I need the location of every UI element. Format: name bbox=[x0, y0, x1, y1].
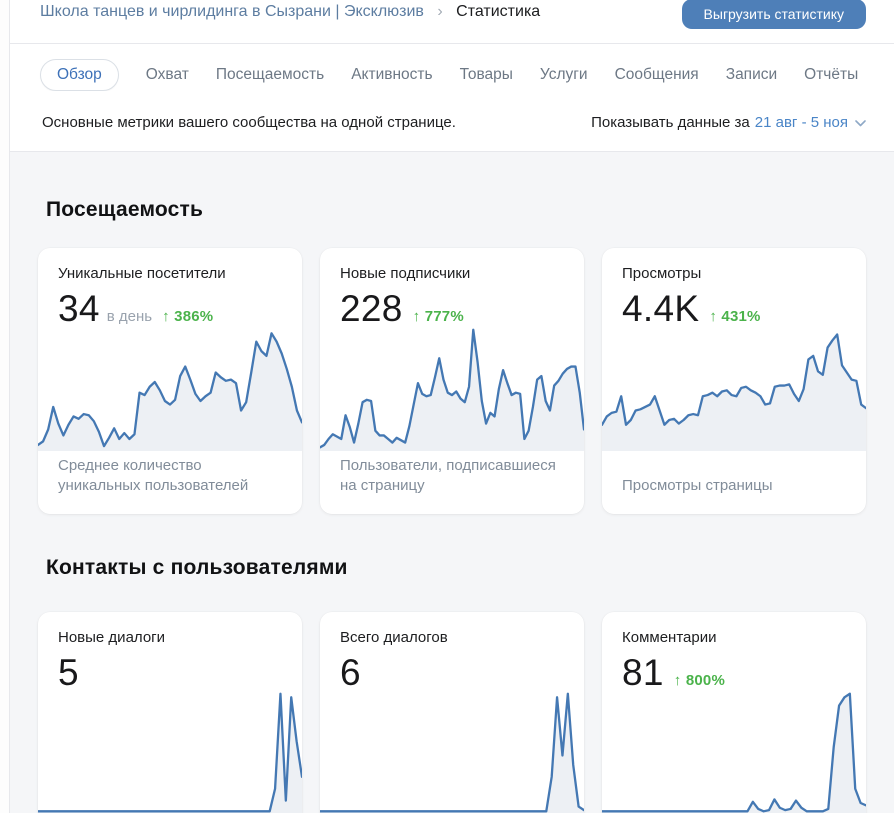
stat-value-row: 34 в день ↑ 386% bbox=[38, 282, 302, 330]
sparkline-chart-views bbox=[602, 326, 866, 451]
tab-activity[interactable]: Активность bbox=[351, 59, 432, 91]
breadcrumb-separator-icon: › bbox=[437, 3, 443, 20]
tab-messages[interactable]: Сообщения bbox=[615, 59, 699, 91]
card-views: Просмотры 4.4K ↑ 431% Просмотры страницы bbox=[602, 248, 866, 514]
card-new-subscribers: Новые подписчики 228 ↑ 777% Пользователи… bbox=[320, 248, 584, 514]
section-title-visits: Посещаемость bbox=[46, 198, 204, 221]
stat-card-title: Просмотры bbox=[622, 265, 702, 282]
stat-value-row: 81 ↑ 800% bbox=[602, 646, 866, 694]
stat-card-title: Новые подписчики bbox=[340, 265, 471, 282]
stat-delta-badge: ↑ 431% bbox=[709, 308, 761, 325]
tab-reports[interactable]: Отчёты bbox=[804, 59, 858, 91]
date-range-picker[interactable]: Показывать данные за 21 авг - 5 ноя bbox=[591, 114, 866, 131]
subheader: Основные метрики вашего сообщества на од… bbox=[10, 91, 894, 152]
page-description: Основные метрики вашего сообщества на од… bbox=[42, 114, 456, 131]
stat-value-row: 6 bbox=[320, 646, 584, 694]
stat-value: 81 bbox=[622, 652, 664, 693]
top-bar: Школа танцев и чирлидинга в Сызрани | Эк… bbox=[10, 0, 894, 44]
stat-delta-badge: ↑ 386% bbox=[162, 308, 214, 325]
breadcrumb-current: Статистика bbox=[456, 3, 541, 20]
tab-reach[interactable]: Охват bbox=[146, 59, 189, 91]
stat-value-row: 4.4K ↑ 431% bbox=[602, 282, 866, 330]
stat-caption: Просмотры страницы bbox=[622, 477, 773, 494]
card-new-dialogs: Новые диалоги 5 bbox=[38, 612, 302, 813]
period-value[interactable]: 21 авг - 5 ноя bbox=[754, 114, 848, 131]
sparkline-chart-unique-visitors bbox=[38, 326, 302, 451]
sparkline-chart-comments bbox=[602, 690, 866, 813]
contacts-cards-row: Новые диалоги 5 Всего диалогов 6 bbox=[38, 612, 866, 813]
sparkline-chart-new-dialogs bbox=[38, 690, 302, 813]
card-total-dialogs: Всего диалогов 6 bbox=[320, 612, 584, 813]
card-comments: Комментарии 81 ↑ 800% bbox=[602, 612, 866, 813]
stat-value: 6 bbox=[340, 652, 361, 693]
stat-card-title: Уникальные посетители bbox=[58, 265, 226, 282]
tabs-bar: Обзор Охват Посещаемость Активность Това… bbox=[10, 44, 894, 91]
tab-attendance[interactable]: Посещаемость bbox=[216, 59, 324, 91]
stat-value-row: 228 ↑ 777% bbox=[320, 282, 584, 330]
stat-delta-badge: ↑ 777% bbox=[412, 308, 464, 325]
page-left-edge bbox=[0, 0, 10, 813]
dashboard-body: Посещаемость Уникальные посетители 34 в … bbox=[10, 152, 894, 813]
main-content: Школа танцев и чирлидинга в Сызрани | Эк… bbox=[10, 0, 894, 813]
stat-card-title: Всего диалогов bbox=[340, 629, 448, 646]
stat-card-title: Комментарии bbox=[622, 629, 717, 646]
tab-posts[interactable]: Записи bbox=[726, 59, 777, 91]
stat-value-row: 5 bbox=[38, 646, 302, 694]
stat-unit: в день bbox=[106, 308, 153, 325]
stat-value: 34 bbox=[58, 288, 100, 329]
stat-caption: Пользователи, подписавшиеся на страницу bbox=[340, 457, 556, 494]
card-unique-visitors: Уникальные посетители 34 в день ↑ 386% С… bbox=[38, 248, 302, 514]
chevron-down-icon[interactable] bbox=[855, 120, 866, 127]
tab-overview[interactable]: Обзор bbox=[40, 59, 119, 91]
stat-value: 228 bbox=[340, 288, 403, 329]
tab-services[interactable]: Услуги bbox=[540, 59, 588, 91]
section-title-contacts: Контакты с пользователями bbox=[46, 556, 348, 579]
tab-goods[interactable]: Товары bbox=[460, 59, 513, 91]
period-label: Показывать данные за bbox=[591, 114, 750, 131]
breadcrumb-community-link[interactable]: Школа танцев и чирлидинга в Сызрани | Эк… bbox=[40, 3, 424, 20]
visits-cards-row: Уникальные посетители 34 в день ↑ 386% С… bbox=[38, 248, 866, 514]
stat-value: 5 bbox=[58, 652, 79, 693]
sparkline-chart-new-subscribers bbox=[320, 326, 584, 451]
stat-card-title: Новые диалоги bbox=[58, 629, 166, 646]
stat-value: 4.4K bbox=[622, 288, 700, 329]
sparkline-chart-total-dialogs bbox=[320, 690, 584, 813]
breadcrumb: Школа танцев и чирлидинга в Сызрани | Эк… bbox=[40, 3, 540, 21]
stat-delta-badge: ↑ 800% bbox=[673, 672, 725, 689]
stat-caption: Среднее количество уникальных пользовате… bbox=[58, 457, 249, 494]
export-statistics-button[interactable]: Выгрузить статистику bbox=[681, 0, 866, 29]
